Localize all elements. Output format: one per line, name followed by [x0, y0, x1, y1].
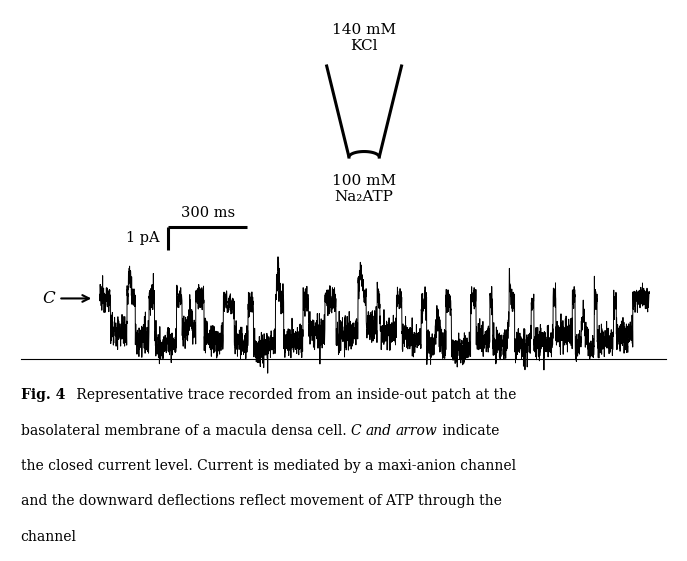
Text: 1 pA: 1 pA [126, 232, 160, 245]
Text: the closed current level. Current is mediated by a maxi-anion channel: the closed current level. Current is med… [21, 459, 516, 473]
Text: arrow: arrow [396, 424, 438, 438]
Text: Representative trace recorded from an inside-out patch at the: Representative trace recorded from an in… [65, 388, 517, 402]
Text: C: C [350, 424, 361, 438]
Text: and the downward deflections reflect movement of ATP through the: and the downward deflections reflect mov… [21, 494, 502, 508]
Text: indicate: indicate [438, 424, 499, 438]
Text: 100 mM
Na₂ATP: 100 mM Na₂ATP [332, 174, 396, 204]
Text: 300 ms: 300 ms [181, 206, 235, 220]
Text: and: and [365, 424, 392, 438]
Text: C: C [42, 290, 55, 307]
Text: channel: channel [21, 530, 77, 544]
Text: Fig. 4: Fig. 4 [21, 388, 65, 402]
Text: basolateral membrane of a macula densa cell.: basolateral membrane of a macula densa c… [21, 424, 350, 438]
Text: 140 mM
KCl: 140 mM KCl [332, 23, 396, 53]
